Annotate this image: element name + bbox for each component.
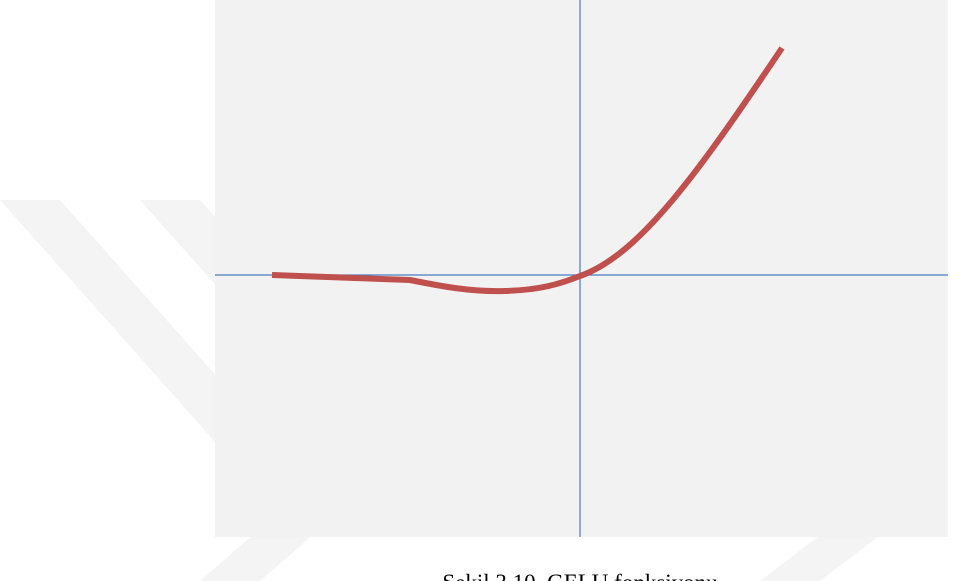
caption: Şekil 3.10. GELU fonksiyonu [442, 570, 718, 581]
plot-area [215, 0, 948, 537]
gelu-curve [271, 46, 785, 295]
